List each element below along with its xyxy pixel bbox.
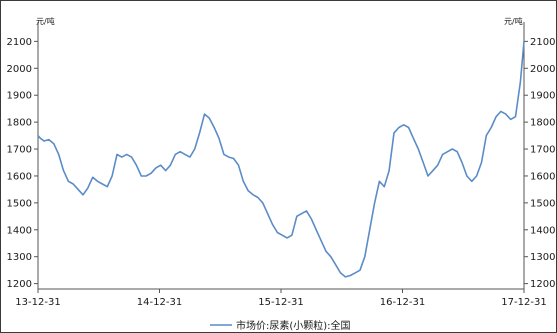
y-tick-label-left: 1800 — [7, 118, 32, 129]
y-axis-left-ticks: 1200 1300 1400 1500 1600 1700 1800 1900 2000 2100 — [7, 37, 38, 290]
y-tick-label-left: 1500 — [7, 198, 32, 209]
series-line — [37, 41, 525, 278]
y-tick-label-left: 2000 — [7, 64, 32, 75]
y-tick-label-right: 1400 — [530, 225, 555, 236]
y-tick-label-left: 2100 — [7, 37, 32, 48]
y-tick-label-right: 2100 — [530, 37, 555, 48]
y-tick-label-right: 1800 — [530, 118, 555, 129]
legend-label: 市场价:尿素(小颗粒):全国 — [236, 319, 351, 332]
y-tick-label-left: 1600 — [7, 171, 32, 182]
y-tick-label-right: 1300 — [530, 252, 555, 263]
x-axis-ticks: 13-12-31 14-12-31 15-12-31 16-12-31 17-12-31 — [15, 289, 547, 308]
y-tick-label-right: 1200 — [530, 279, 555, 290]
x-tick-label: 15-12-31 — [258, 297, 303, 308]
axes — [37, 22, 525, 290]
y-tick-label-right: 1500 — [530, 198, 555, 209]
y-axis-right-unit: 元/吨 — [504, 16, 523, 26]
y-tick-label-right: 1900 — [530, 91, 555, 102]
legend: 市场价:尿素(小颗粒):全国 — [210, 319, 351, 332]
y-tick-label-left: 1300 — [7, 252, 32, 263]
y-tick-label-left: 1200 — [7, 279, 32, 290]
y-tick-label-right: 1700 — [530, 145, 555, 156]
x-tick-label: 13-12-31 — [15, 297, 60, 308]
x-tick-label: 14-12-31 — [137, 297, 182, 308]
y-tick-label-left: 1400 — [7, 225, 32, 236]
y-tick-label-left: 1900 — [7, 91, 32, 102]
y-axis-left-unit: 元/吨 — [36, 16, 55, 26]
y-tick-label-right: 2000 — [530, 64, 555, 75]
y-axis-right-ticks: 1200 1300 1400 1500 1600 1700 1800 1900 2000 2100 — [524, 37, 555, 290]
y-tick-label-left: 1700 — [7, 145, 32, 156]
x-tick-label: 17-12-31 — [501, 297, 546, 308]
y-tick-label-right: 1600 — [530, 171, 555, 182]
x-tick-label: 16-12-31 — [380, 297, 425, 308]
